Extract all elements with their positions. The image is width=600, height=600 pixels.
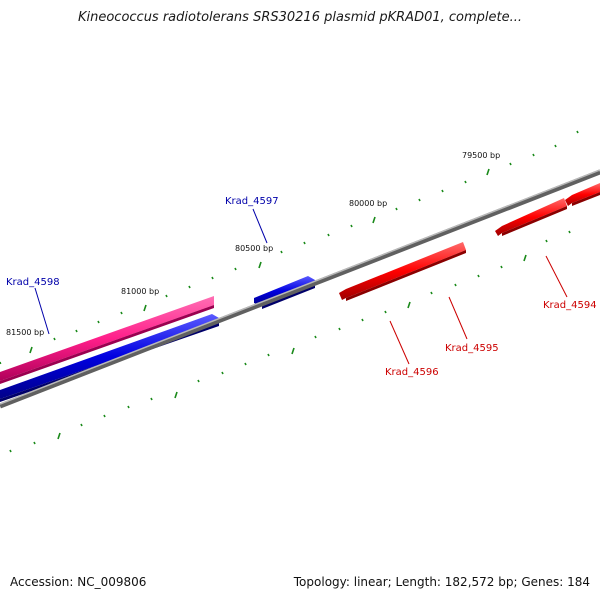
gene-krad-4594[interactable] bbox=[565, 183, 600, 206]
leader-krad-4597 bbox=[252, 208, 268, 244]
scale-label-81500: 81500 bp bbox=[6, 328, 44, 337]
major-tick bbox=[29, 346, 33, 354]
gene-label-krad-4598[interactable]: Krad_4598 bbox=[6, 277, 60, 288]
major-tick bbox=[372, 216, 376, 224]
map-title: Kineococcus radiotolerans SRS30216 plasm… bbox=[77, 10, 523, 25]
leader-krad-4594 bbox=[545, 255, 568, 298]
scale-label-80500: 80500 bp bbox=[235, 244, 273, 253]
major-tick bbox=[258, 261, 262, 269]
gene-label-krad-4594[interactable]: Krad_4594 bbox=[543, 300, 597, 311]
scale-label-79500: 79500 bp bbox=[462, 151, 500, 160]
scale-label-81000: 81000 bp bbox=[121, 287, 159, 296]
major-tick bbox=[523, 254, 527, 262]
gene-krad-4596[interactable] bbox=[339, 242, 466, 301]
label-leaders bbox=[34, 208, 568, 365]
scale-label-80000: 80000 bp bbox=[349, 199, 387, 208]
major-tick bbox=[486, 168, 490, 176]
inner-tick-row bbox=[9, 230, 571, 453]
gene-label-krad-4596[interactable]: Krad_4596 bbox=[385, 367, 439, 378]
gene-krad-4595[interactable] bbox=[495, 198, 567, 236]
major-tick bbox=[57, 432, 61, 440]
leader-krad-4596 bbox=[389, 320, 410, 365]
outer-tick-row bbox=[0, 130, 579, 365]
leader-krad-4598 bbox=[34, 287, 50, 335]
sequence-backbone bbox=[0, 169, 600, 409]
major-tick bbox=[174, 391, 178, 399]
major-tick bbox=[291, 347, 295, 355]
gene-label-krad-4595[interactable]: Krad_4595 bbox=[445, 343, 499, 354]
topology-summary: Topology: linear; Length: 182,572 bp; Ge… bbox=[293, 575, 590, 589]
gene-krad-4598[interactable] bbox=[0, 296, 214, 384]
gene-label-krad-4597[interactable]: Krad_4597 bbox=[225, 196, 279, 207]
accession-text: Accession: NC_009806 bbox=[10, 575, 147, 589]
major-tick bbox=[143, 304, 147, 312]
leader-krad-4595 bbox=[448, 296, 468, 340]
major-tick bbox=[407, 301, 411, 309]
